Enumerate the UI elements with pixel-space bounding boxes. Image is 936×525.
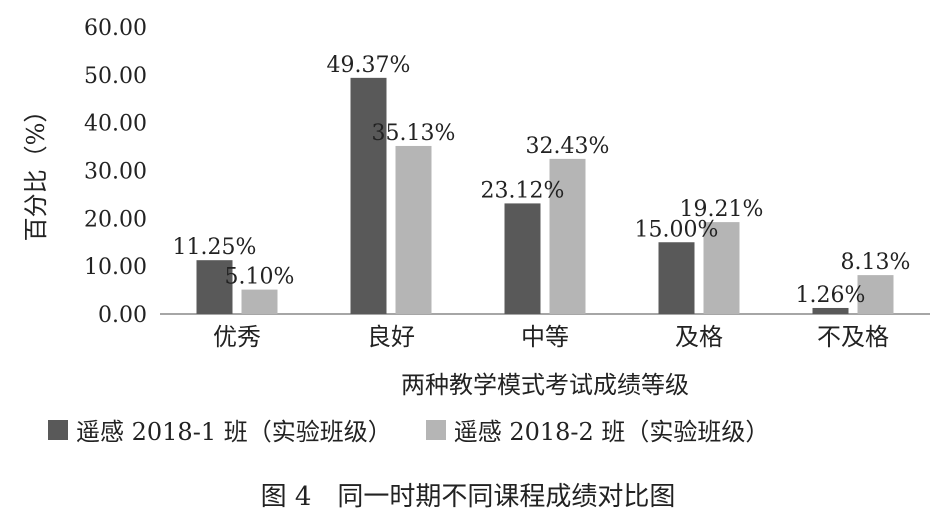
category-label: 良好 xyxy=(367,323,415,351)
category-labels: 优秀 良好 中等 及格 不及格 xyxy=(213,323,889,351)
bar-series-1-4 xyxy=(658,242,695,314)
y-tick-label: 50.00 xyxy=(84,64,147,89)
bar-series-1-1 xyxy=(196,260,233,314)
category-label: 中等 xyxy=(521,323,569,351)
bar-chart: 0.00 10.00 20.00 30.00 40.00 50.00 60.00 11.25… xyxy=(22,16,930,399)
bar-series-2-4 xyxy=(703,222,740,314)
data-label-series-2-1: 5.10% xyxy=(225,265,295,290)
bar-series-2-5 xyxy=(857,275,894,314)
legend-item-series-2: 遥感 2018-2 班（实验班级） xyxy=(425,412,770,447)
bars xyxy=(196,77,894,314)
y-tick-label: 60.00 xyxy=(84,16,147,41)
data-label-series-2-4: 19.21% xyxy=(680,197,764,222)
data-label-series-1-1: 11.25% xyxy=(173,235,257,260)
y-tick-label: 0.00 xyxy=(98,303,147,328)
data-label-series-2-5: 8.13% xyxy=(841,250,911,275)
legend-label-series-1: 遥感 2018-1 班（实验班级） xyxy=(76,418,392,446)
category-label: 不及格 xyxy=(817,323,889,351)
legend-label-series-2: 遥感 2018-2 班（实验班级） xyxy=(453,418,770,446)
bar-series-2-1 xyxy=(241,289,278,314)
figure-caption: 图 4 同一时期不同课程成绩对比图 xyxy=(260,482,676,512)
y-tick-label: 20.00 xyxy=(84,207,147,232)
y-tick-label: 40.00 xyxy=(84,112,147,137)
bar-series-2-2 xyxy=(395,145,432,314)
legend-swatch-series-1 xyxy=(48,419,68,440)
legend-item-series-1: 遥感 2018-1 班（实验班级） xyxy=(48,412,392,447)
bar-series-1-2 xyxy=(350,77,387,314)
bar-series-1-3 xyxy=(504,203,541,314)
legend-swatch-series-2 xyxy=(425,419,446,440)
y-tick-label: 10.00 xyxy=(84,255,147,280)
data-label-series-1-2: 49.37% xyxy=(327,53,411,78)
x-axis-title: 两种教学模式考试成绩等级 xyxy=(401,371,689,399)
data-label-series-1-5: 1.26% xyxy=(796,283,866,308)
data-labels: 11.25% 5.10% 49.37% 35.13% 23.12% 32.43% 15.00… xyxy=(173,53,911,308)
y-axis-ticks: 0.00 10.00 20.00 30.00 40.00 50.00 60.00 xyxy=(84,16,147,328)
data-label-series-1-3: 23.12% xyxy=(481,178,565,203)
data-label-series-2-2: 35.13% xyxy=(372,121,456,146)
category-label: 优秀 xyxy=(213,323,261,351)
bar-series-2-3 xyxy=(549,158,586,314)
legend: 遥感 2018-1 班（实验班级） 遥感 2018-2 班（实验班级） xyxy=(48,412,769,447)
y-axis-title: 百分比（%） xyxy=(22,99,50,242)
bar-series-1-5 xyxy=(812,307,849,314)
data-label-series-2-3: 32.43% xyxy=(526,134,610,159)
data-label-series-1-4: 15.00% xyxy=(635,217,719,242)
category-label: 及格 xyxy=(675,323,723,351)
y-tick-label: 30.00 xyxy=(84,160,147,185)
